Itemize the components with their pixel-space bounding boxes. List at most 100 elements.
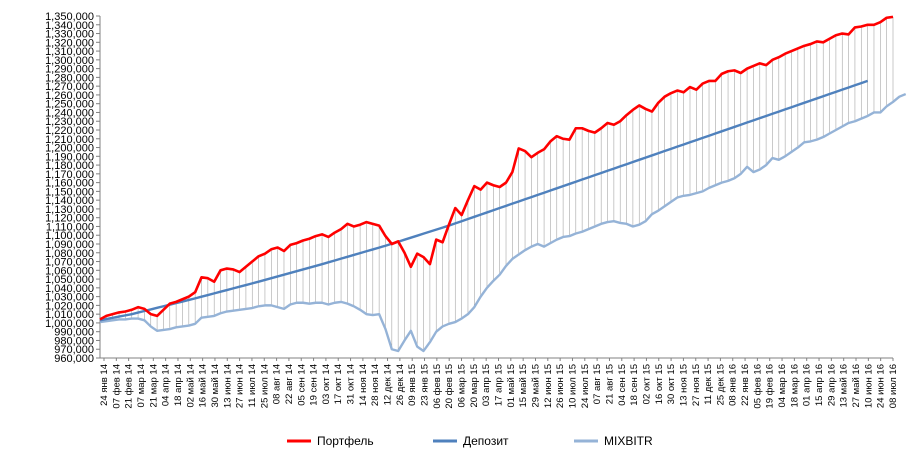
x-tick-label: 24 июн 16 (876, 364, 887, 408)
y-tick-label: 1,240,000 (45, 107, 94, 119)
x-tick-label: 16 окт 15 (654, 364, 665, 404)
x-tick-label: 13 июн 14 (222, 364, 233, 408)
x-tick-label: 11 дек 15 (703, 364, 714, 405)
x-tick-label: 26 июн 15 (555, 364, 566, 408)
x-tick-label: 08 авг 14 (272, 364, 283, 404)
y-tick-label: 1,190,000 (45, 151, 94, 163)
x-tick-label: 20 мар 15 (469, 364, 480, 408)
y-tick-label: 1,180,000 (45, 160, 94, 172)
y-tick-label: 1,040,000 (45, 283, 94, 295)
y-tick-label: 1,010,000 (45, 309, 94, 321)
y-tick-label: 1,080,000 (45, 248, 94, 260)
x-tick-label: 04 сен 15 (617, 364, 628, 406)
legend-label: Портфель (317, 434, 374, 448)
x-tick-label: 13 ноя 15 (678, 364, 689, 406)
x-tick-label: 25 дек 15 (715, 364, 726, 405)
y-tick-label: 1,130,000 (45, 204, 94, 216)
x-tick-label: 30 май 14 (210, 364, 221, 408)
x-tick-label: 05 сен 14 (296, 364, 307, 406)
y-tick-label: 1,200,000 (45, 143, 94, 155)
x-tick-label: 15 апр 16 (814, 364, 825, 406)
x-tick-label: 29 апр 16 (826, 364, 837, 406)
y-tick-label: 1,150,000 (45, 186, 94, 198)
y-tick-label: 990,000 (54, 327, 94, 339)
y-tick-label: 1,260,000 (45, 90, 94, 102)
legend-label: Депозит (463, 434, 509, 448)
y-tick-label: 1,270,000 (45, 81, 94, 93)
y-tick-label: 1,160,000 (45, 178, 94, 190)
x-tick-label: 17 апр 15 (494, 364, 505, 406)
legend: Портфель Депозит MIXBITR (287, 434, 653, 448)
x-tick-label: 18 сен 15 (629, 364, 640, 406)
y-tick-label: 1,120,000 (45, 213, 94, 225)
x-tick-label: 05 фев 16 (752, 364, 763, 409)
x-tick-label: 15 май 15 (518, 364, 529, 408)
x-tick-label: 23 янв 15 (420, 364, 431, 406)
y-tick-label: 1,020,000 (45, 300, 94, 312)
x-tick-label: 06 мар 15 (457, 364, 468, 408)
x-tick-label: 19 фев 16 (765, 364, 776, 409)
x-tick-label: 08 июл 16 (888, 364, 899, 408)
y-tick-label: 1,210,000 (45, 134, 94, 146)
x-tick-label: 07 фев 14 (111, 364, 122, 409)
x-tick-label: 22 янв 16 (740, 364, 751, 406)
series-line-0 (99, 15, 894, 321)
x-tick-label: 19 сен 14 (309, 364, 320, 406)
x-tick-label: 09 янв 15 (407, 364, 418, 406)
x-tick-label: 07 мар 14 (136, 364, 147, 408)
x-tick-label: 21 авг 15 (604, 364, 615, 404)
x-tick-label: 16 май 14 (198, 364, 209, 408)
y-tick-label: 980,000 (54, 335, 94, 347)
x-tick-label: 26 дек 14 (395, 364, 406, 405)
x-tick-label: 10 июл 15 (567, 364, 578, 408)
x-tick-label: 03 окт 14 (321, 364, 332, 404)
y-tick-label: 1,280,000 (45, 72, 94, 84)
x-tick-label: 07 авг 15 (592, 364, 603, 404)
y-tick-label: 1,060,000 (45, 265, 94, 277)
y-tick-label: 1,320,000 (45, 37, 94, 49)
y-tick-label: 1,140,000 (45, 195, 94, 207)
x-tick-label: 27 ноя 15 (691, 364, 702, 406)
x-tick-label: 24 янв 14 (99, 364, 110, 406)
x-tick-label: 28 ноя 14 (370, 364, 381, 406)
y-tick-label: 1,330,000 (45, 29, 94, 41)
x-tick-label: 21 фев 14 (124, 364, 135, 409)
y-tick-label: 1,030,000 (45, 292, 94, 304)
x-tick-label: 18 мар 16 (789, 364, 800, 408)
y-tick-label: 960,000 (54, 353, 94, 365)
y-tick-label: 1,350,000 (45, 11, 94, 23)
y-tick-label: 1,170,000 (45, 169, 94, 181)
x-tick-label: 22 авг 14 (284, 364, 295, 404)
x-tick-label: 29 май 15 (530, 364, 541, 408)
legend-label: MIXBITR (604, 434, 653, 448)
y-tick-label: 1,090,000 (45, 239, 94, 251)
y-tick-label: 1,220,000 (45, 125, 94, 137)
x-tick-label: 02 май 14 (185, 364, 196, 408)
series-line-2 (99, 92, 907, 353)
x-tick-label: 13 май 16 (839, 364, 850, 408)
x-tick-label: 20 фев 15 (444, 364, 455, 409)
x-tick-label: 03 апр 15 (481, 364, 492, 406)
x-tick-label: 08 янв 16 (728, 364, 739, 406)
x-tick-label: 27 май 16 (851, 364, 862, 408)
x-tick-label: 11 июл 14 (247, 364, 258, 407)
y-tick-label: 1,290,000 (45, 64, 94, 76)
y-axis: 960,000970,000980,000990,0001,000,0001,0… (45, 11, 101, 365)
series-line-1 (99, 79, 869, 322)
x-tick-label: 02 окт 15 (641, 364, 652, 404)
vertical-grid (99, 16, 894, 351)
y-tick-label: 1,110,000 (46, 221, 94, 233)
y-tick-label: 1,310,000 (45, 46, 94, 58)
y-tick-label: 1,070,000 (45, 257, 94, 269)
x-tick-label: 18 апр 14 (173, 364, 184, 406)
y-tick-label: 1,100,000 (45, 230, 94, 242)
x-tick-label: 25 июл 14 (259, 364, 270, 408)
y-tick-label: 1,300,000 (45, 55, 94, 67)
x-tick-label: 12 дек 14 (383, 364, 394, 405)
x-axis: 24 янв 14 07 фев 14 21 фев 14 07 мар 14 21 м… (99, 357, 899, 409)
x-tick-label: 24 июл 15 (580, 364, 591, 408)
x-tick-label: 30 окт 15 (666, 364, 677, 404)
x-tick-label: 01 апр 16 (802, 364, 813, 406)
